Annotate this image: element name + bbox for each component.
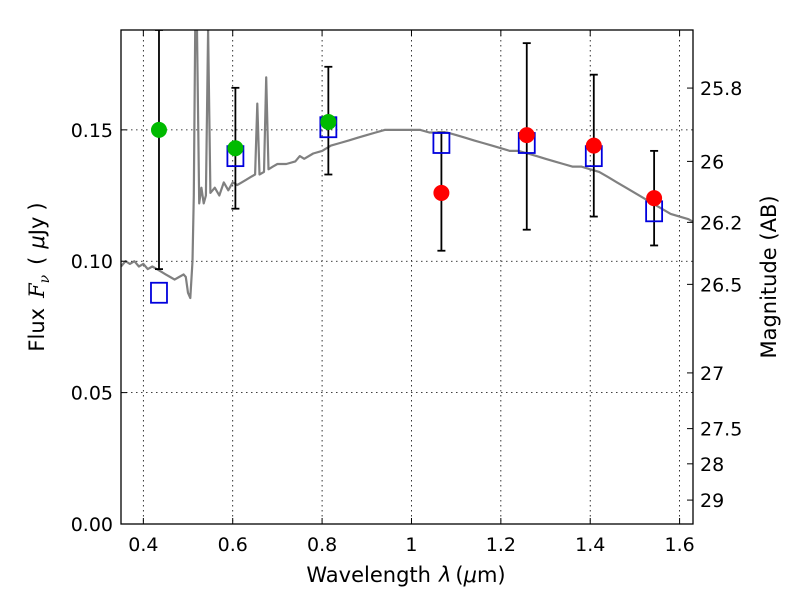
observed-optical-point [320,113,337,130]
x-axis-label-word: Wavelength [306,563,431,587]
observed-nir-point [585,137,602,154]
observed-optical-point [227,140,244,157]
observed-nir-point [518,127,535,144]
y-tick-label: 0.15 [71,120,113,142]
x-tick-label: 1.6 [664,534,694,556]
data-points [150,113,664,304]
y-axis-label-close: ) [25,202,49,210]
x-tick-label: 0.6 [218,534,248,556]
x-tick-label: 0.8 [307,534,337,556]
y-tick-label: 0.10 [71,251,113,273]
x-axis-label-mu: μ [463,563,477,587]
x-axis-label: Wavelength λ (μm) [306,563,505,587]
y-axis-label-jy: Jy [25,217,49,238]
y-axis-label-F: F [25,282,49,299]
y2-tick-label: 26.2 [700,212,742,234]
y2-tick-label: 25.8 [700,78,742,100]
axis-ticks: 0.4 0.6 0.8 1 1.2 1.4 1.6 0.00 0.05 0.10 0.15 25.8 2… [71,30,742,556]
model-point [150,281,168,304]
x-tick-label: 0.4 [128,534,158,556]
y-axis-label-open: ( [25,257,49,265]
y-tick-label: 0.05 [71,383,113,405]
x-tick-label: 1.4 [575,534,605,556]
x-tick-label: 1 [405,534,417,556]
observed-nir-point [646,190,663,207]
y-axis-label-mu: μ [25,235,49,249]
y-axis-label-word: Flux [25,308,49,352]
observed-nir-point [433,184,450,201]
x-tick-label: 1.2 [486,534,516,556]
y2-axis-label: Magnitude (AB) [757,195,781,358]
y-axis-label-nu: ν [37,274,53,283]
observed-optical-point [150,121,167,138]
y2-tick-label: 29 [700,490,724,512]
x-axis-label-unit: ( [455,563,463,587]
sed-curve-layer [121,30,693,300]
y2-tick-label: 26 [700,151,724,173]
x-axis-label-m: m) [477,563,506,587]
y2-tick-label: 27.5 [700,419,742,441]
y2-tick-label: 27 [700,363,724,385]
y-axis-label: Flux Fν ( μJy) [25,202,53,351]
y2-tick-label: 28 [700,454,724,476]
sed-line [121,30,693,300]
plot-frame [120,29,694,525]
x-axis-label-lambda: λ [438,563,451,587]
y2-tick-label: 26.5 [700,274,742,296]
y-tick-label: 0.00 [71,514,113,536]
model-point [432,132,451,154]
